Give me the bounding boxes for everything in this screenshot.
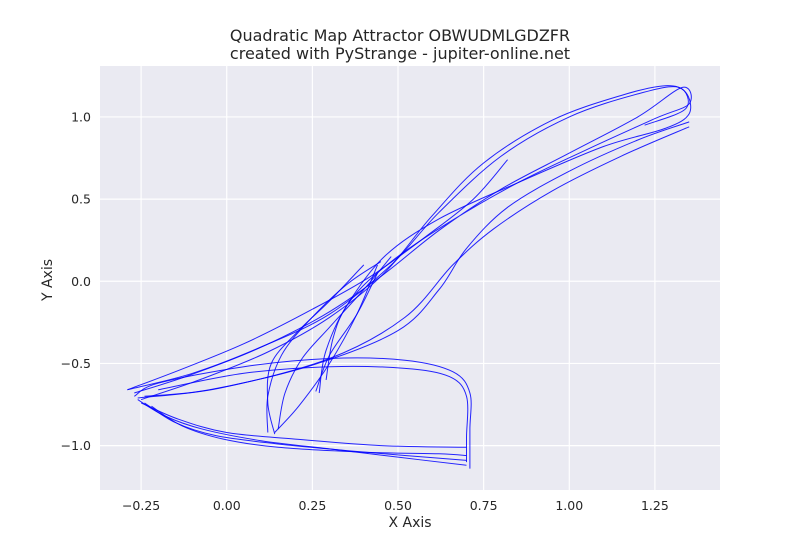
- attractor-curve: [277, 256, 392, 430]
- y-tick-label: −1.0: [61, 438, 91, 453]
- x-axis-label: X Axis: [388, 515, 432, 531]
- y-tick-label: 0.5: [71, 192, 91, 207]
- x-tick-label: 0.75: [470, 498, 498, 513]
- y-tick-label: 0.0: [71, 274, 91, 289]
- grid-lines: [100, 66, 720, 490]
- x-tick-label: −0.25: [122, 498, 160, 513]
- chart-title: Quadratic Map Attractor OBWUDMLGDZFR: [229, 26, 571, 45]
- x-tick-label: 0.50: [384, 498, 412, 513]
- attractor-curve: [315, 272, 378, 392]
- tick-labels: −0.25 0.00 0.25 0.50 0.75 1.00 1.25 −1.0 −0.5 0.0…: [61, 109, 669, 513]
- y-tick-label: −0.5: [61, 356, 91, 371]
- x-tick-label: 0.25: [298, 498, 326, 513]
- plot-background: [100, 66, 720, 490]
- y-axis-label: Y Axis: [40, 258, 56, 302]
- attractor-curve: [134, 357, 472, 469]
- attractor-curve: [137, 126, 690, 399]
- y-tick-label: 1.0: [71, 109, 91, 124]
- x-tick-label: 1.25: [641, 498, 669, 513]
- attractor-series: [127, 85, 692, 469]
- attractor-curve: [274, 264, 378, 433]
- attractor-curve: [158, 365, 469, 463]
- attractor-curve: [266, 261, 382, 433]
- x-tick-label: 1.00: [555, 498, 583, 513]
- attractor-curve: [266, 264, 365, 435]
- attractor-curve: [127, 86, 689, 391]
- chart-subtitle: created with PyStrange - jupiter-online.…: [229, 44, 571, 63]
- x-tick-label: 0.00: [213, 498, 241, 513]
- attractor-curve: [151, 405, 467, 456]
- attractor-curve: [140, 402, 467, 448]
